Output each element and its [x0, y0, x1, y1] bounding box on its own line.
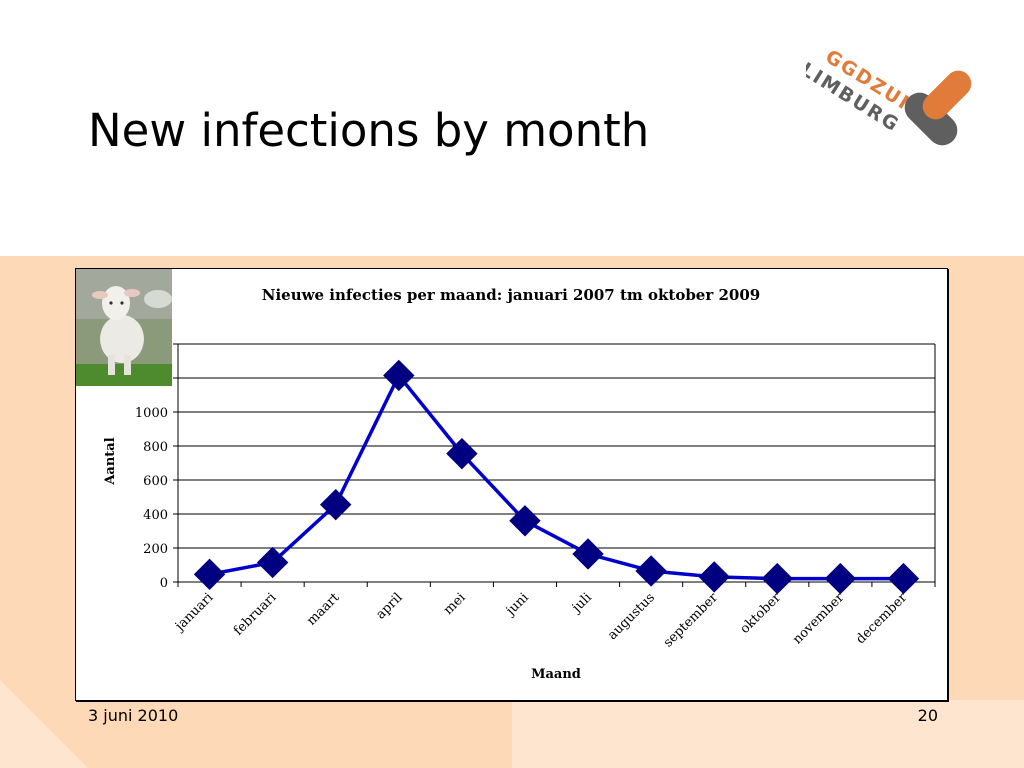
heart-icon	[904, 70, 972, 146]
x-tick-label: mei	[441, 590, 469, 618]
data-point-marker	[256, 546, 289, 579]
y-tick-label: 400	[143, 508, 168, 523]
lamb-photo	[76, 269, 172, 386]
series-group	[193, 359, 920, 595]
data-point-marker	[824, 562, 857, 595]
chart-panel: Nieuwe infecties per maand: januari 2007…	[75, 268, 948, 701]
ggd-zuid-limburg-logo: GGDZUID LIMBURG	[806, 46, 972, 146]
x-axis-label: Maand	[531, 667, 581, 682]
data-point-marker	[320, 488, 352, 521]
data-point-marker	[887, 562, 920, 595]
x-tick-label: april	[373, 590, 405, 622]
footer-date: 3 juni 2010	[88, 706, 179, 725]
data-point-marker	[509, 505, 541, 537]
x-tick-label: januari	[171, 590, 216, 635]
background-corner	[0, 680, 88, 768]
x-tick-label: oktober	[737, 590, 784, 637]
line-chart: Nieuwe infecties per maand: januari 2007…	[103, 286, 936, 682]
background-band-light	[512, 700, 1024, 768]
x-tick-label: augustus	[605, 590, 658, 643]
y-tick-label: 800	[143, 440, 168, 455]
y-tick-label: 0	[160, 576, 168, 591]
x-tick-label: maart	[304, 590, 343, 629]
data-point-marker	[383, 359, 415, 392]
x-tick-label: juni	[502, 590, 532, 620]
data-point-marker	[698, 561, 730, 593]
y-tick-label: 600	[143, 474, 168, 489]
x-tick-label: juli	[568, 590, 595, 617]
data-point-marker	[572, 538, 604, 570]
x-tick-label: februari	[231, 590, 279, 638]
data-point-marker	[193, 558, 226, 591]
y-axis-label: Aantal	[103, 437, 118, 485]
x-axis-ticks: januari februari maart april mei juni juli augu…	[171, 582, 936, 651]
y-tick-label: 200	[143, 542, 168, 557]
data-point-marker	[761, 562, 793, 595]
x-tick-label: november	[790, 590, 848, 648]
page-number: 20	[917, 706, 938, 725]
x-tick-label: december	[853, 590, 911, 648]
x-tick-label: september	[661, 590, 722, 651]
slide-title: New infections by month	[88, 104, 650, 157]
data-point-marker	[446, 437, 478, 470]
chart-title: Nieuwe infecties per maand: januari 2007…	[262, 286, 760, 304]
y-tick-label: 1000	[135, 406, 168, 421]
data-point-marker	[635, 555, 667, 587]
